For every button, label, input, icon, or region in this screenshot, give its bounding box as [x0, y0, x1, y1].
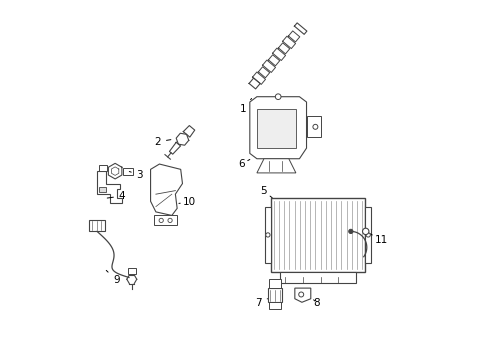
Text: 2: 2: [154, 137, 170, 147]
Bar: [270, 198, 364, 272]
Text: 10: 10: [179, 197, 196, 207]
Bar: [264, 207, 270, 263]
Polygon shape: [256, 159, 295, 173]
Bar: [269, 279, 280, 288]
Circle shape: [366, 233, 369, 237]
Polygon shape: [306, 116, 320, 138]
Bar: [122, 168, 133, 175]
Polygon shape: [294, 288, 310, 302]
Circle shape: [265, 233, 269, 237]
Circle shape: [167, 218, 172, 222]
Polygon shape: [256, 109, 295, 148]
Bar: [89, 220, 105, 231]
Text: 1: 1: [239, 99, 251, 114]
Bar: [267, 288, 282, 302]
Text: 11: 11: [369, 234, 387, 245]
Circle shape: [348, 229, 352, 234]
Bar: [99, 187, 105, 192]
Text: 9: 9: [106, 270, 119, 285]
Text: 3: 3: [129, 170, 143, 180]
Bar: [364, 207, 370, 263]
Bar: [99, 165, 107, 171]
Bar: [154, 215, 177, 225]
Bar: [269, 302, 280, 309]
Polygon shape: [150, 164, 182, 215]
Circle shape: [275, 94, 281, 100]
Bar: [127, 268, 136, 274]
Text: 8: 8: [312, 298, 319, 308]
Circle shape: [159, 218, 163, 222]
Text: 5: 5: [260, 186, 272, 198]
Polygon shape: [97, 171, 122, 203]
Text: 4: 4: [107, 191, 125, 201]
Circle shape: [312, 124, 317, 129]
Text: 6: 6: [238, 159, 249, 169]
Circle shape: [298, 292, 303, 297]
Text: 7: 7: [255, 298, 267, 309]
Polygon shape: [249, 97, 306, 159]
Circle shape: [362, 228, 368, 235]
Bar: [279, 272, 355, 283]
